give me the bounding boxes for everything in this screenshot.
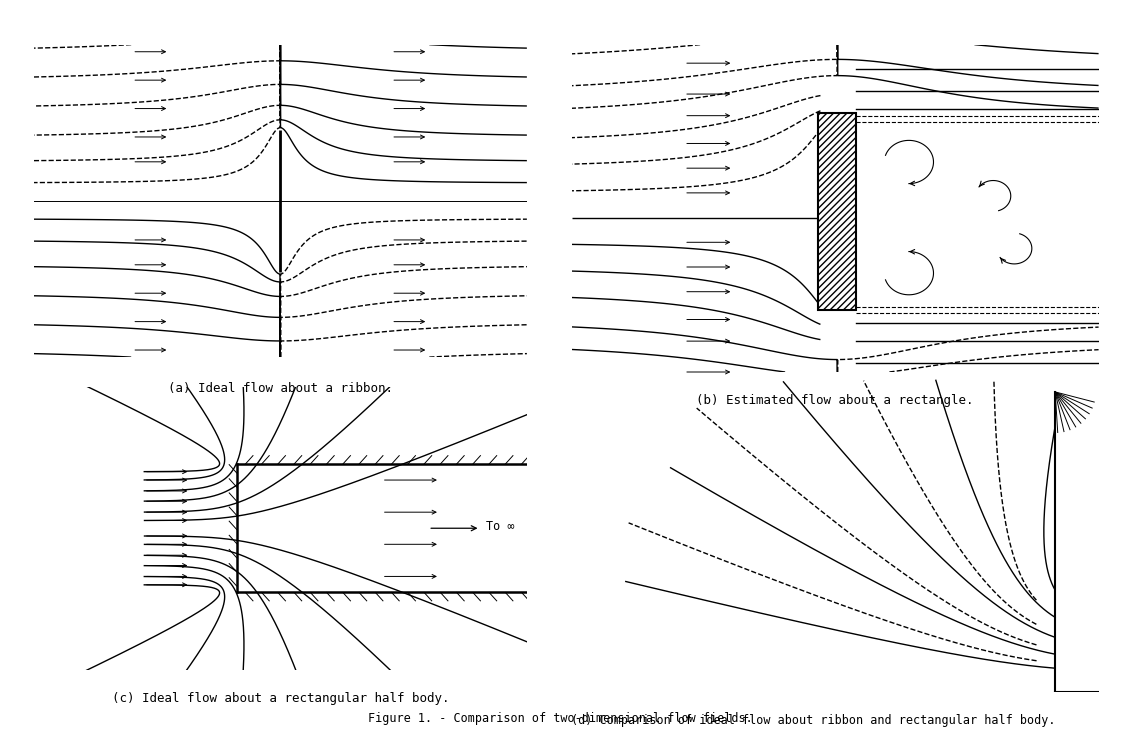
Text: Figure 1. - Comparison of two-dimensional flow fields.: Figure 1. - Comparison of two-dimensiona…: [368, 713, 753, 725]
Text: To ∞: To ∞: [487, 521, 515, 533]
Text: (a) Ideal flow about a ribbon.: (a) Ideal flow about a ribbon.: [168, 382, 392, 395]
Text: (c) Ideal flow about a rectangular half body.: (c) Ideal flow about a rectangular half …: [111, 692, 450, 705]
Bar: [817, 112, 856, 310]
Text: (b) Estimated flow about a rectangle.: (b) Estimated flow about a rectangle.: [696, 394, 974, 407]
Text: (d) Comparison of ideal flow about ribbon and rectangular half body.: (d) Comparison of ideal flow about ribbo…: [572, 713, 1056, 727]
